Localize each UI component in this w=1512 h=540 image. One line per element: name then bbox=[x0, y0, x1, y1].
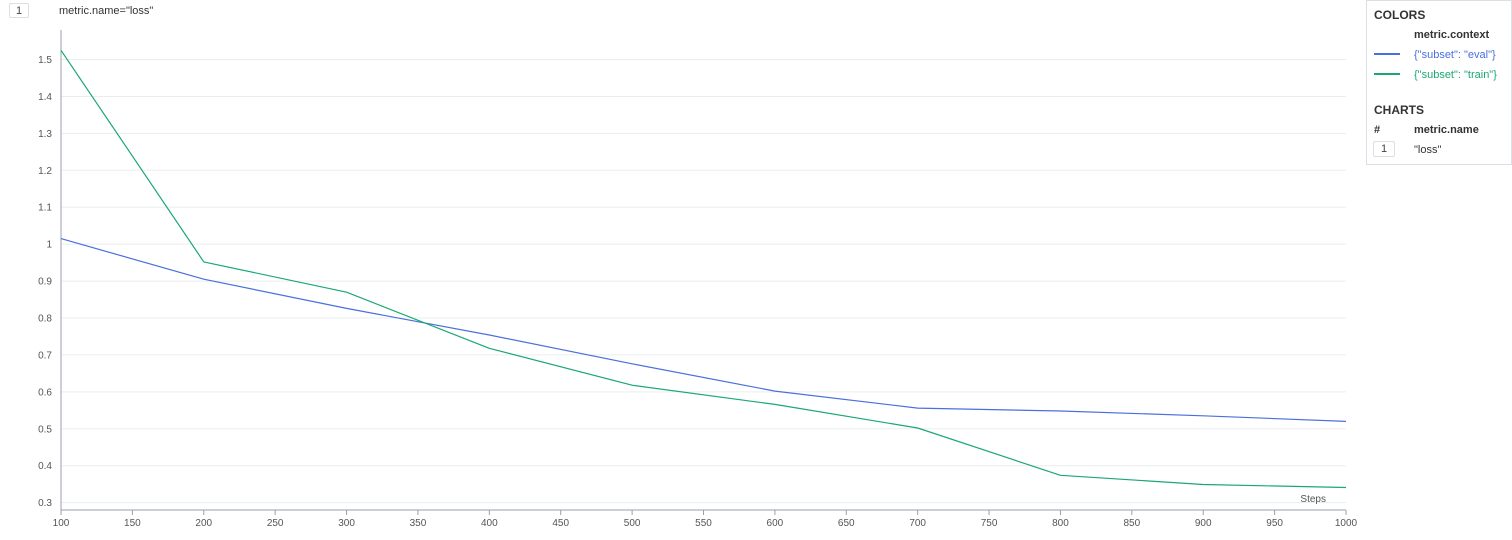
y-tick-label: 1.2 bbox=[38, 166, 52, 177]
chart-index-badge[interactable]: 1 bbox=[9, 3, 29, 18]
chart-panel: 1 metric.name="loss" 0.3 0.4 0.5 0.6 0.7 0.8 0… bbox=[0, 0, 1366, 540]
colors-column-header: metric.context bbox=[1414, 29, 1490, 41]
chart-title: metric.name="loss" bbox=[59, 5, 154, 17]
x-tick-label: 550 bbox=[695, 518, 712, 529]
x-tick-label: 500 bbox=[624, 518, 641, 529]
x-tick-label: 650 bbox=[838, 518, 855, 529]
y-tick-label: 1.4 bbox=[38, 92, 52, 103]
y-tick-label: 0.3 bbox=[38, 498, 52, 509]
line-chart[interactable]: 0.3 0.4 0.5 0.6 0.7 0.8 0.9 1 1.1 1.2 1.3 1.4 1.5 100… bbox=[0, 0, 1366, 540]
y-tick-label: 1.1 bbox=[38, 203, 52, 214]
legend-swatch-eval bbox=[1374, 53, 1400, 55]
x-axis-title: Steps bbox=[1300, 494, 1326, 505]
charts-name-header: metric.name bbox=[1414, 124, 1479, 136]
x-tick-label: 700 bbox=[909, 518, 926, 529]
series-line-train bbox=[60, 49, 1347, 489]
y-tick-label: 0.7 bbox=[38, 350, 52, 361]
y-tick-label: 1 bbox=[46, 240, 52, 251]
x-tick-label: 350 bbox=[410, 518, 427, 529]
x-tick-label: 400 bbox=[481, 518, 498, 529]
legend-label-eval[interactable]: {"subset": "eval"} bbox=[1414, 49, 1496, 61]
charts-section-title: CHARTS bbox=[1374, 103, 1424, 117]
y-tick-label: 0.6 bbox=[38, 387, 52, 398]
y-tick-label: 1.5 bbox=[38, 55, 52, 66]
x-tick-label: 1000 bbox=[1335, 518, 1358, 529]
x-tick-label: 450 bbox=[552, 518, 569, 529]
y-tick-label: 0.4 bbox=[38, 461, 52, 472]
x-tick-label: 800 bbox=[1052, 518, 1069, 529]
chart-row-index-badge[interactable]: 1 bbox=[1373, 141, 1395, 157]
y-tick-label: 0.8 bbox=[38, 314, 52, 325]
y-tick-label: 0.5 bbox=[38, 424, 52, 435]
x-tick-label: 200 bbox=[195, 518, 212, 529]
x-tick-label: 600 bbox=[767, 518, 784, 529]
y-tick-label: 0.9 bbox=[38, 277, 52, 288]
y-tick-label: 1.3 bbox=[38, 129, 52, 140]
x-tick-label: 950 bbox=[1266, 518, 1283, 529]
x-tick-label: 100 bbox=[53, 518, 70, 529]
x-tick-label: 300 bbox=[338, 518, 355, 529]
x-tick-label: 150 bbox=[124, 518, 141, 529]
legend-panel: COLORS metric.context {"subset": "eval"}… bbox=[1366, 0, 1512, 165]
x-tick-label: 250 bbox=[267, 518, 284, 529]
x-tick-label: 850 bbox=[1123, 518, 1140, 529]
chart-row-metric-name: "loss" bbox=[1414, 144, 1442, 156]
legend-label-train[interactable]: {"subset": "train"} bbox=[1414, 69, 1497, 81]
series-line-eval bbox=[60, 238, 1347, 422]
x-tick-label: 900 bbox=[1195, 518, 1212, 529]
charts-index-header: # bbox=[1374, 124, 1381, 136]
x-tick-label: 750 bbox=[981, 518, 998, 529]
colors-section-title: COLORS bbox=[1374, 8, 1426, 22]
legend-swatch-train bbox=[1374, 73, 1400, 75]
